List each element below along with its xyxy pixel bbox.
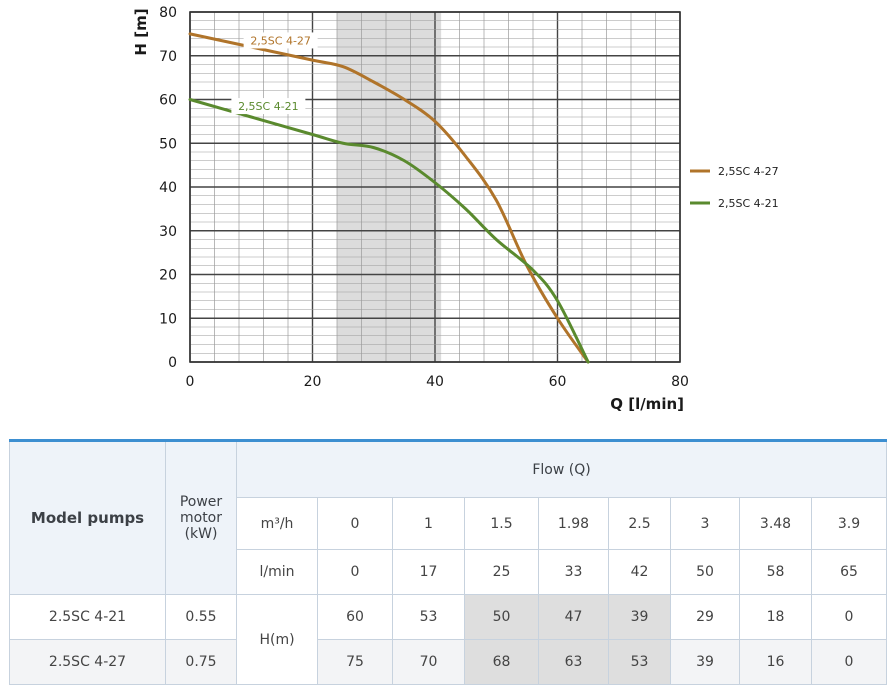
flow-lmin-value: 25 [464, 549, 539, 595]
head-value: 60 [317, 594, 393, 640]
flow-lmin-value: 42 [608, 549, 671, 595]
y-tick-label: 40 [159, 180, 177, 196]
head-value: 16 [739, 639, 812, 685]
series-line-0 [188, 32, 590, 364]
x-tick-label: 20 [304, 374, 322, 390]
legend-label-0: 2,5SC 4-27 [718, 165, 779, 178]
head-value: 29 [670, 594, 740, 640]
head-value: 0 [810, 639, 888, 685]
curve-label-0: 2,5SC 4-27 [250, 34, 311, 47]
flow-lmin-value: 50 [670, 549, 740, 595]
flow-m3h-value: 3 [670, 497, 740, 550]
head-value: 0 [810, 594, 888, 640]
head-value: 75 [317, 639, 393, 685]
y-tick-label: 60 [159, 93, 177, 109]
head-value: 39 [608, 594, 671, 640]
plot-border [189, 11, 681, 363]
flow-lmin-value: 0 [317, 549, 393, 595]
flow-lmin-value: 58 [739, 549, 812, 595]
flow-m3h-value: 2.5 [608, 497, 671, 550]
legend-label-1: 2,5SC 4-21 [718, 197, 779, 210]
chart-canvas: 0 20 40 60 80 0 10 20 30 40 50 60 70 80 Q [l/min] H [m]… [132, 5, 779, 413]
y-tick-label: 30 [159, 224, 177, 240]
unit-m3h: m³/h [236, 497, 318, 550]
x-axis-title: Q [l/min] [610, 395, 684, 413]
flow-m3h-value: 3.9 [810, 497, 888, 550]
curve-label-1: 2,5SC 4-21 [238, 100, 299, 113]
head-value: 68 [464, 639, 539, 685]
y-tick-label: 80 [159, 5, 177, 21]
head-value: 70 [392, 639, 465, 685]
model-cell: 2.5SC 4-27 [9, 639, 166, 685]
pump-curve-chart: 0 20 40 60 80 0 10 20 30 40 50 60 70 80 Q [l/min] H [m]… [132, 5, 779, 413]
curve-label-bg [243, 32, 318, 49]
flow-lmin-value: 17 [392, 549, 465, 595]
x-tick-label: 80 [671, 374, 689, 390]
head-value: 53 [608, 639, 671, 685]
unit-lmin: l/min [236, 549, 318, 595]
curve-label-bg [231, 98, 306, 115]
flow-m3h-value: 1.98 [538, 497, 609, 550]
y-tick-label: 20 [159, 268, 177, 284]
y-axis-title: H [m] [132, 8, 150, 55]
power-cell: 0.55 [165, 594, 237, 640]
flow-m3h-value: 3.48 [739, 497, 812, 550]
power-motor-header: Power motor (kW) [165, 440, 237, 595]
series-line-1 [188, 98, 590, 364]
head-value: 50 [464, 594, 539, 640]
head-label: H(m) [236, 594, 318, 685]
flow-lmin-value: 65 [810, 549, 888, 595]
pump-spec-table: Model pumps Power motor (kW) Flow (Q) m³… [9, 439, 888, 685]
head-value: 63 [538, 639, 609, 685]
head-value: 39 [670, 639, 740, 685]
y-tick-label: 70 [159, 49, 177, 65]
model-pumps-header: Model pumps [9, 440, 166, 595]
flow-lmin-value: 33 [538, 549, 609, 595]
power-cell: 0.75 [165, 639, 237, 685]
flow-m3h-value: 1 [392, 497, 465, 550]
x-tick-label: 0 [186, 374, 195, 390]
flow-header: Flow (Q) [235, 440, 888, 498]
flow-m3h-value: 0 [317, 497, 393, 550]
head-value: 47 [538, 594, 609, 640]
flow-m3h-value: 1.5 [464, 497, 539, 550]
head-value: 53 [392, 594, 465, 640]
y-tick-label: 0 [168, 355, 177, 371]
y-tick-label: 50 [159, 136, 177, 152]
head-value: 18 [739, 594, 812, 640]
x-tick-label: 40 [426, 374, 444, 390]
y-tick-label: 10 [159, 311, 177, 327]
model-cell: 2.5SC 4-21 [9, 594, 166, 640]
x-tick-label: 60 [549, 374, 567, 390]
